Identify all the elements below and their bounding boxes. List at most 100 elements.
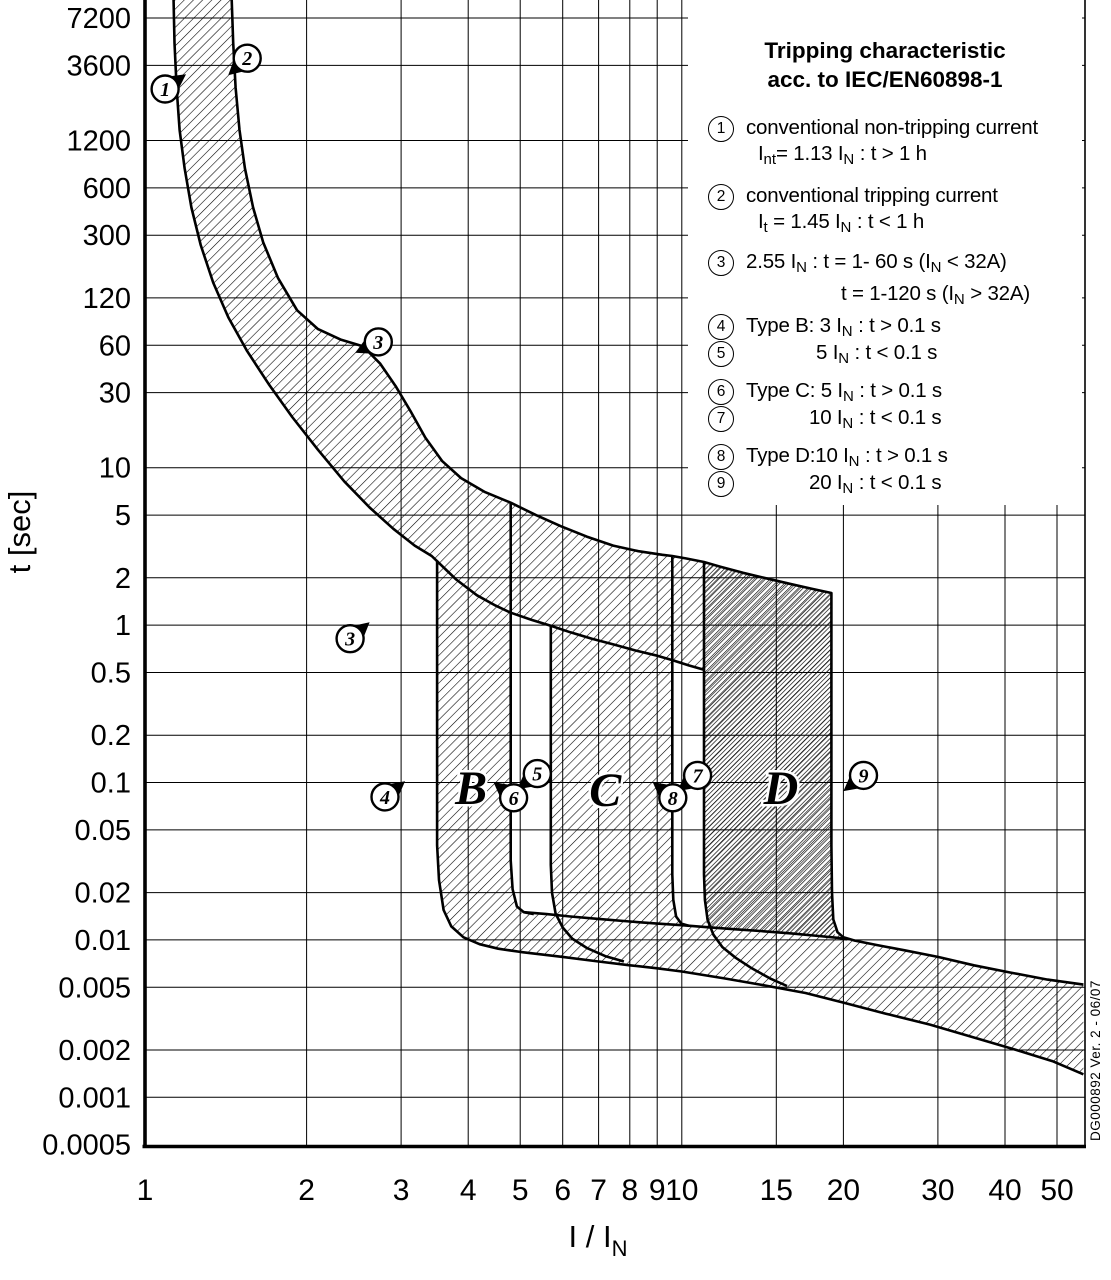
annotation-circle (232, 43, 262, 73)
annotation-pointer (493, 782, 510, 797)
annotation-8: 8 (652, 782, 688, 813)
y-tick-label: 1 (115, 610, 131, 642)
legend-item-text: 5 IN : t < 0.1 s (816, 341, 938, 367)
legend-item-number: 2 (708, 184, 734, 210)
legend-item-text: Type B: 3 IN : t > 0.1 s (746, 314, 941, 340)
annotation-7: 7 (677, 760, 713, 792)
annotation-number: 6 (509, 788, 519, 810)
y-tick-label: 0.02 (75, 878, 131, 910)
y-tick-label: 3600 (66, 50, 131, 82)
annotation-pointer (354, 622, 370, 638)
tick-labels: 7200360012006003001206030105210.50.20.10… (42, 3, 1073, 1207)
legend-title-line2: acc. to IEC/EN60898-1 (767, 67, 1003, 92)
x-tick-label: 1 (137, 1174, 154, 1207)
legend-item-text: 10 IN : t < 0.1 s (809, 406, 942, 432)
annotation-number: 2 (241, 48, 252, 70)
annotation-circle (658, 783, 688, 813)
annotation-circle (335, 624, 365, 654)
boundary-continued-lower (436, 560, 705, 672)
zone-label-B: B (454, 762, 487, 815)
y-tick-label: 0.5 (91, 658, 131, 690)
annotation-5: 5 (517, 758, 552, 790)
x-axis-title: I / IN (569, 1219, 628, 1261)
y-tick-label: 5 (115, 500, 131, 532)
annotation-2: 2 (228, 43, 262, 76)
gap-between-C-and-D (672, 660, 708, 927)
boundary-strip-upper (523, 910, 848, 941)
annotation-number: 1 (160, 79, 170, 101)
annotation-circle (498, 783, 529, 813)
x-tick-label: 20 (827, 1174, 860, 1207)
annotation-pointer (228, 60, 244, 76)
x-tick-label: 15 (760, 1174, 793, 1207)
y-tick-label: 60 (99, 330, 131, 362)
type-D-instantaneous-region (704, 562, 836, 938)
annotation-pointer (843, 776, 859, 792)
x-tick-label: 2 (298, 1174, 315, 1207)
y-tick-label: 2 (115, 563, 131, 595)
annotation-pointer (652, 782, 669, 797)
annotation-circle (370, 782, 400, 812)
annotation-3: 3 (355, 327, 393, 357)
annotation-number: 8 (668, 788, 678, 810)
x-tick-label: 4 (460, 1174, 477, 1207)
legend-item-number: 1 (708, 116, 734, 142)
annotation-number: 7 (693, 765, 704, 787)
band-regions (173, 0, 1084, 1075)
band-boundaries (172, 0, 1084, 1076)
y-axis-title: t [sec] (2, 491, 37, 574)
y-tick-label: 7200 (66, 3, 131, 35)
legend-item-text: 2.55 IN : t = 1- 60 s (IN < 32A) t = 1-12… (746, 250, 1030, 308)
annotation-circle (522, 758, 552, 789)
legend-item-number: 9 (708, 471, 734, 497)
legend-item-number: 7 (708, 406, 734, 432)
axis-titles: t [sec] I / IN (2, 491, 627, 1261)
y-tick-label: 0.001 (58, 1082, 131, 1114)
annotation-1: 1 (150, 74, 186, 104)
y-tick-label: 0.01 (75, 925, 131, 957)
legend-title: Tripping characteristic acc. to IEC/EN60… (688, 36, 1082, 94)
annotation-circle (682, 760, 713, 791)
y-tick-label: 120 (83, 283, 131, 315)
boundary-lower-boundary (172, 0, 1084, 1076)
tripping-band-region (173, 0, 1084, 1075)
annotation-circle (150, 74, 180, 104)
y-tick-label: 0.0005 (42, 1130, 131, 1162)
y-tick-label: 0.2 (91, 720, 131, 752)
annotation-number: 5 (532, 764, 542, 786)
legend-item-number: 6 (708, 379, 734, 405)
x-tick-label: 3 (393, 1174, 410, 1207)
annotation-circle (363, 327, 393, 357)
y-tick-label: 0.005 (58, 972, 131, 1004)
annotation-number: 4 (379, 787, 390, 809)
x-tick-label: 5 (512, 1174, 529, 1207)
x-tick-label: 7 (590, 1174, 607, 1207)
legend-item-number: 3 (708, 250, 734, 276)
x-tick-label: 6 (554, 1174, 571, 1207)
y-tick-label: 300 (83, 220, 131, 252)
y-tick-label: 1200 (66, 126, 131, 158)
y-tick-label: 0.05 (75, 815, 131, 847)
legend-item-text: Type C: 5 IN : t > 0.1 s (746, 379, 942, 405)
annotation-number: 3 (344, 629, 355, 651)
y-tick-label: 0.1 (91, 768, 131, 800)
legend-item-text: conventional non-tripping current Int= 1.… (746, 116, 1038, 168)
y-tick-label: 10 (99, 453, 131, 485)
x-tick-label: 30 (921, 1174, 954, 1207)
annotation-6: 6 (493, 782, 529, 813)
y-tick-label: 30 (99, 378, 131, 410)
plot-frame (142, 0, 1086, 1149)
x-tick-label: 8 (621, 1174, 638, 1207)
x-tick-label: 10 (665, 1174, 698, 1207)
legend-title-line1: Tripping characteristic (764, 38, 1006, 63)
watermark: DG000892 Ver. 2 - 06/07 (1088, 980, 1103, 1141)
y-tick-label: 0.002 (58, 1035, 131, 1067)
annotation-4: 4 (370, 781, 406, 812)
legend: Tripping characteristic acc. to IEC/EN60… (688, 0, 1082, 505)
x-tick-label: 40 (988, 1174, 1021, 1207)
legend-item-number: 5 (708, 341, 734, 367)
legend-item-text: 20 IN : t < 0.1 s (809, 471, 942, 497)
legend-item-text: conventional tripping current It = 1.45 I… (746, 184, 998, 236)
